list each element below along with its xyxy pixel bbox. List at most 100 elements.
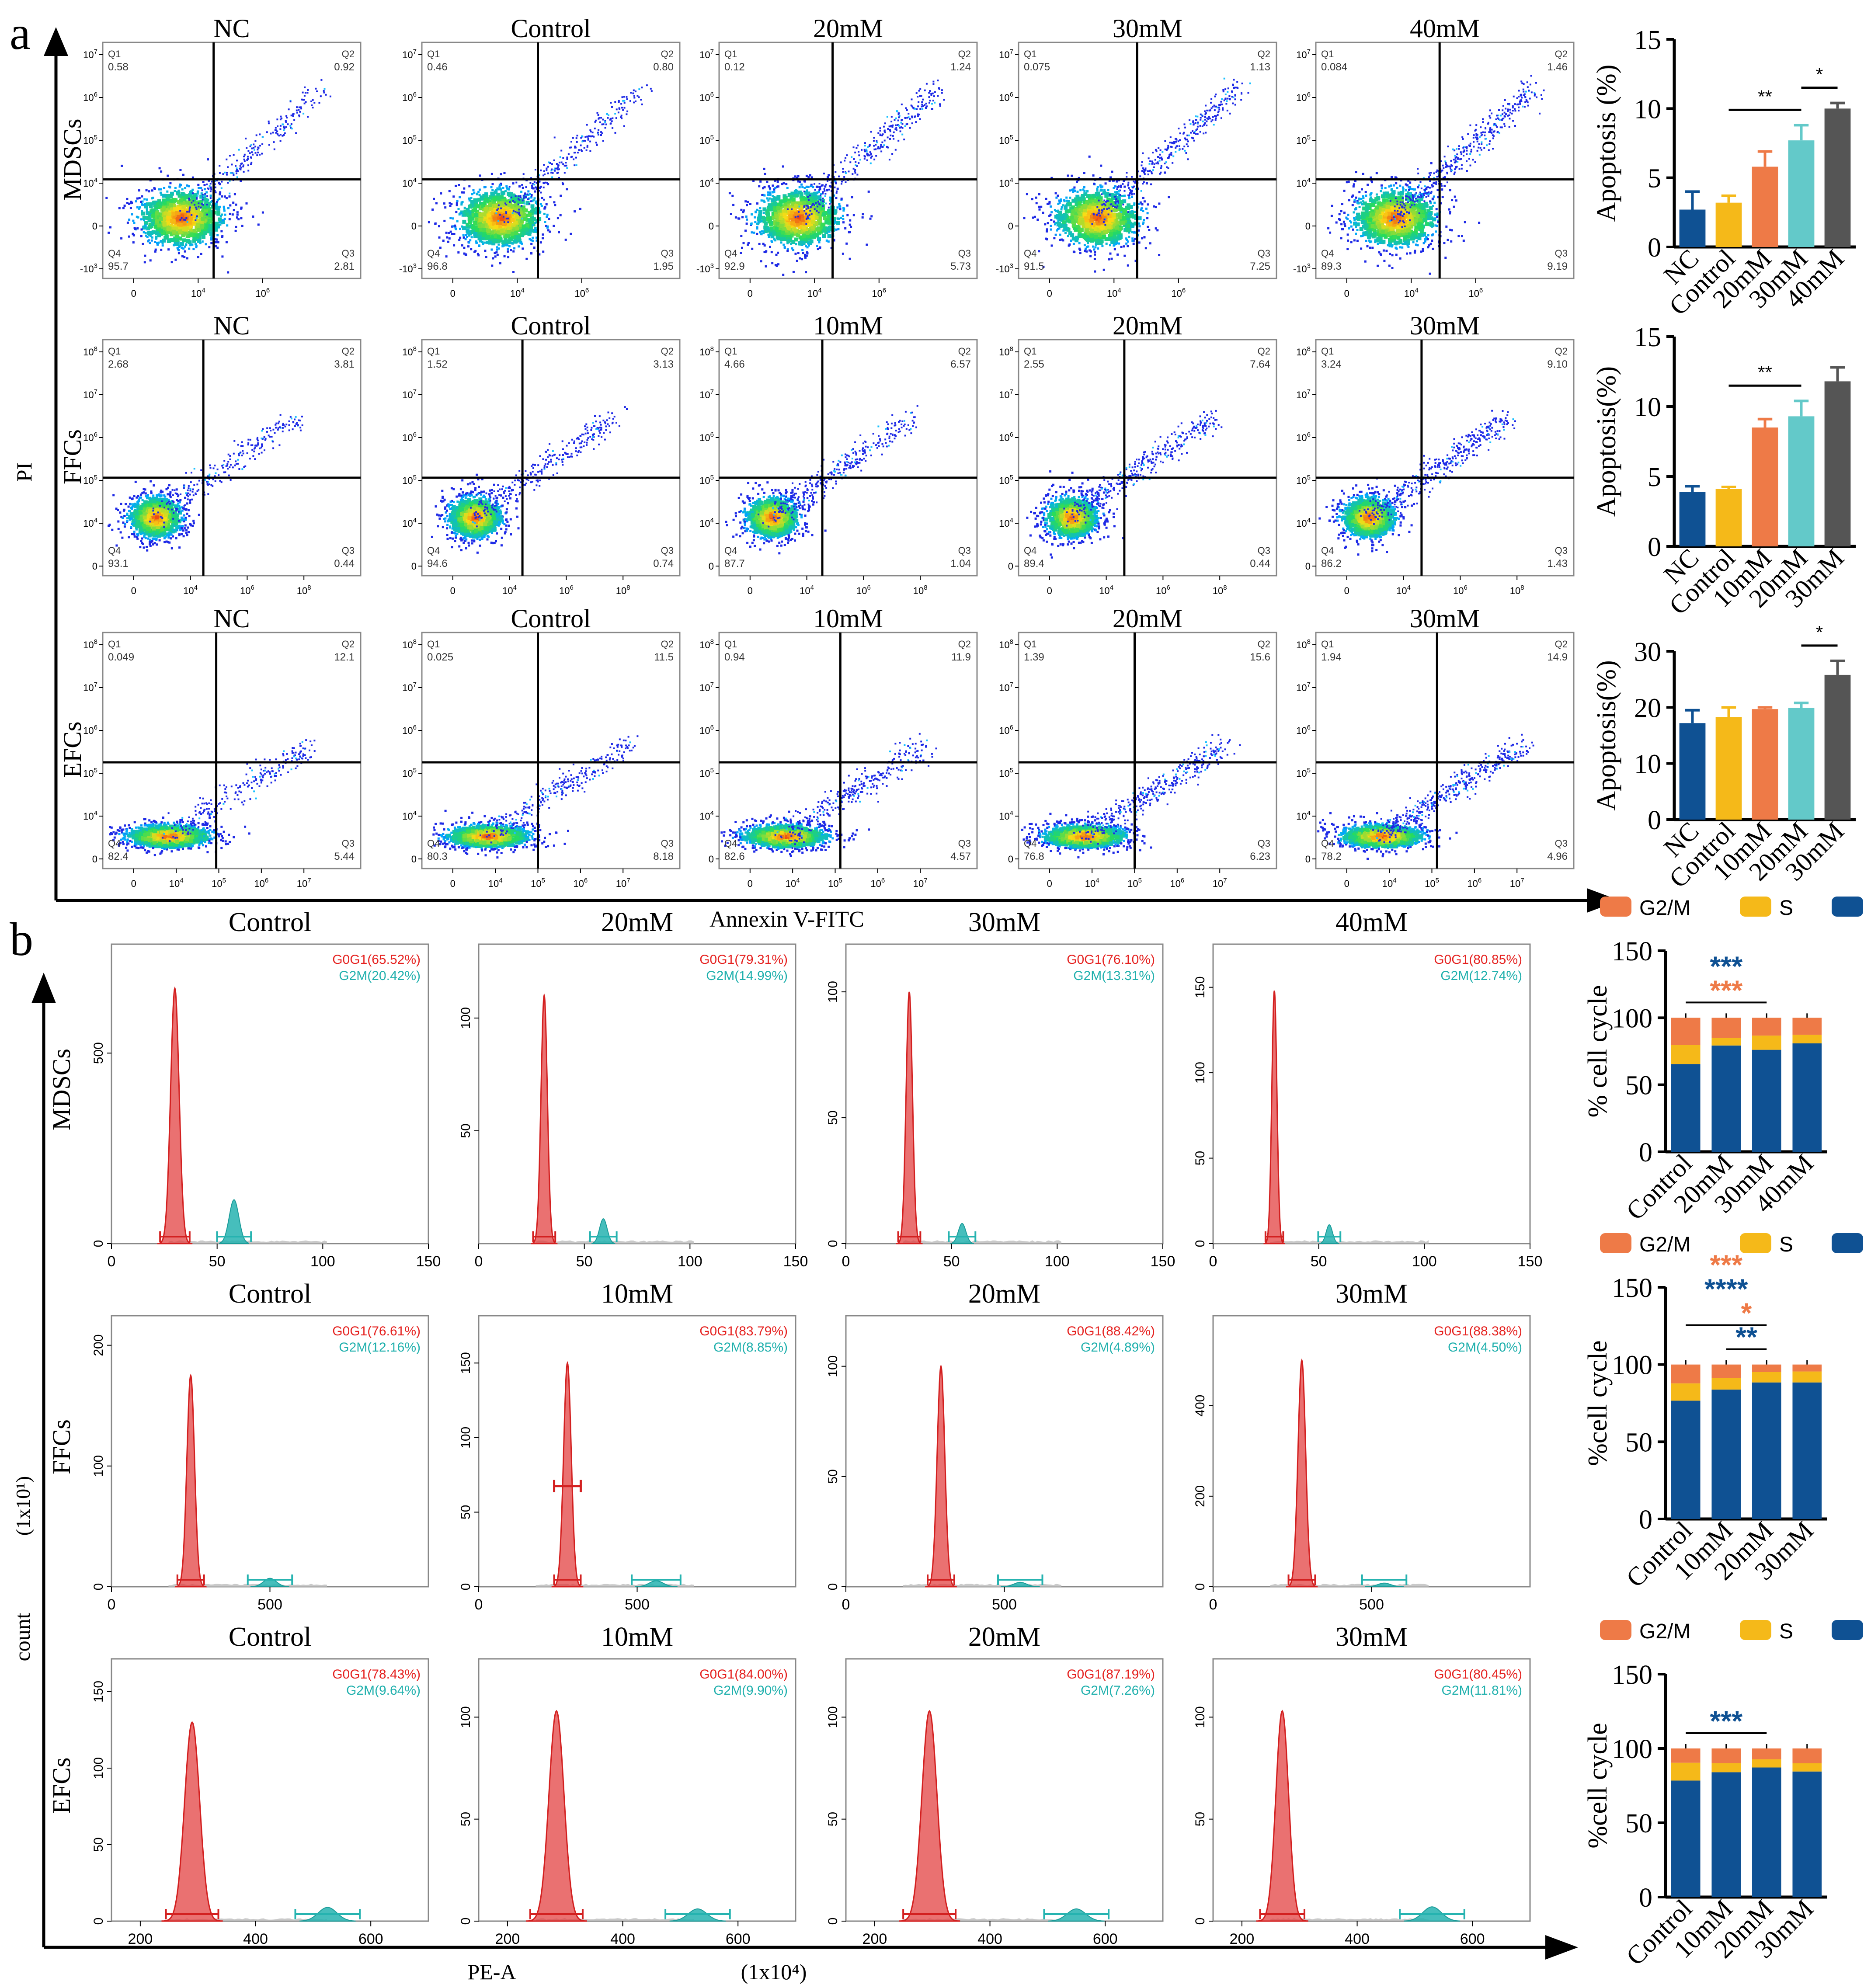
quadrant-value: 95.7 (108, 261, 129, 272)
flow-dot (223, 173, 224, 175)
flow-plot-mdscs-nc: NCQ10.58Q20.92Q32.81Q495.71071061051040-… (80, 14, 361, 299)
flow-dot (549, 196, 552, 198)
flow-dot (290, 101, 292, 102)
flow-dot (854, 152, 856, 153)
flow-dot (1098, 210, 1100, 212)
flow-dot (1141, 170, 1143, 172)
flow-dot (764, 244, 766, 247)
flow-dot (1114, 185, 1116, 188)
flow-dot (814, 196, 817, 200)
flow-y-tick-exp: 3 (710, 262, 714, 270)
flow-dot (211, 181, 212, 183)
flow-dot (1104, 224, 1106, 226)
flow-dot (740, 235, 742, 237)
flow-dot (226, 224, 228, 226)
flow-dot (897, 140, 899, 142)
flow-dot (1110, 203, 1112, 205)
flow-dot (257, 149, 258, 150)
flow-dot (1224, 88, 1226, 90)
flow-dot (1085, 248, 1087, 250)
flow-dot (1206, 121, 1207, 122)
flow-dot (540, 241, 542, 243)
flow-dot (162, 194, 166, 198)
flow-dot (845, 157, 846, 159)
flow-dot (141, 229, 143, 231)
quadrant-value: 0.46 (427, 61, 448, 73)
flow-dot (555, 168, 557, 170)
flow-dot (470, 197, 473, 199)
flow-dot (764, 173, 766, 175)
flow-dot (1218, 111, 1220, 112)
flow-dot (1206, 125, 1207, 126)
flow-dot (543, 182, 544, 184)
flow-dot (1200, 125, 1201, 127)
flow-dot (202, 235, 205, 239)
flow-dot (482, 212, 486, 216)
flow-dot (451, 233, 453, 235)
flow-dot (805, 213, 807, 215)
flow-dot (175, 238, 179, 242)
flow-dot (633, 95, 635, 97)
flow-dot (288, 108, 290, 110)
flow-dot (144, 203, 146, 205)
flow-dot (862, 213, 864, 215)
flow-dot (574, 146, 576, 147)
flow-dot (861, 149, 862, 151)
flow-dot (797, 252, 800, 254)
flow-dot (201, 203, 203, 205)
flow-dot (169, 203, 173, 207)
flow-dot (184, 219, 186, 221)
flow-dot (1087, 246, 1089, 248)
flow-dot (576, 164, 577, 166)
flow-dot (320, 95, 322, 97)
flow-dot (1215, 119, 1217, 121)
flow-dot (523, 197, 525, 199)
flow-dot (1248, 92, 1249, 94)
flow-dot (758, 221, 760, 223)
flow-dot (776, 206, 780, 210)
flow-dot (174, 259, 177, 261)
flow-dot (581, 136, 583, 137)
flow-dot (1172, 142, 1173, 144)
flow-dot (1224, 78, 1225, 80)
flow-dot (893, 132, 895, 133)
flow-dot (1231, 96, 1233, 97)
flow-dot (257, 223, 260, 226)
flow-dot (911, 104, 912, 106)
flow-dot (284, 132, 286, 134)
flow-dot (829, 197, 831, 199)
flow-dot (136, 206, 139, 209)
flow-dot (241, 225, 243, 227)
flow-dot (512, 250, 515, 253)
flow-dot (1190, 123, 1192, 125)
flow-dot (883, 126, 885, 128)
flow-dot (143, 198, 146, 200)
flow-dot (226, 174, 228, 176)
flow-dot (474, 199, 478, 203)
flow-dot (758, 243, 761, 245)
flow-dot (765, 251, 767, 253)
flow-dot (763, 195, 765, 197)
flow-dot (1184, 150, 1186, 152)
flow-dot (216, 234, 219, 236)
flow-dot (747, 201, 749, 203)
flow-dot (911, 117, 913, 118)
flow-dot (223, 221, 225, 223)
flow-dot (236, 160, 238, 161)
flow-dot (174, 244, 176, 246)
flow-dot (807, 246, 809, 248)
flow-dot (900, 130, 901, 132)
flow-dot (805, 223, 807, 225)
flow-dot (500, 202, 504, 206)
flow-dot (1149, 163, 1151, 165)
flow-dot (1123, 186, 1126, 188)
flow-dot (301, 99, 303, 101)
flow-dot (506, 218, 508, 219)
flow-dot (909, 118, 911, 120)
flow-dot (1045, 198, 1047, 200)
flow-dot (1131, 210, 1134, 212)
flow-dot (220, 230, 223, 232)
flow-dot (1093, 214, 1095, 215)
flow-dot (614, 101, 616, 103)
panel-b-y-axis-unit: (1x10¹) (12, 1476, 34, 1536)
